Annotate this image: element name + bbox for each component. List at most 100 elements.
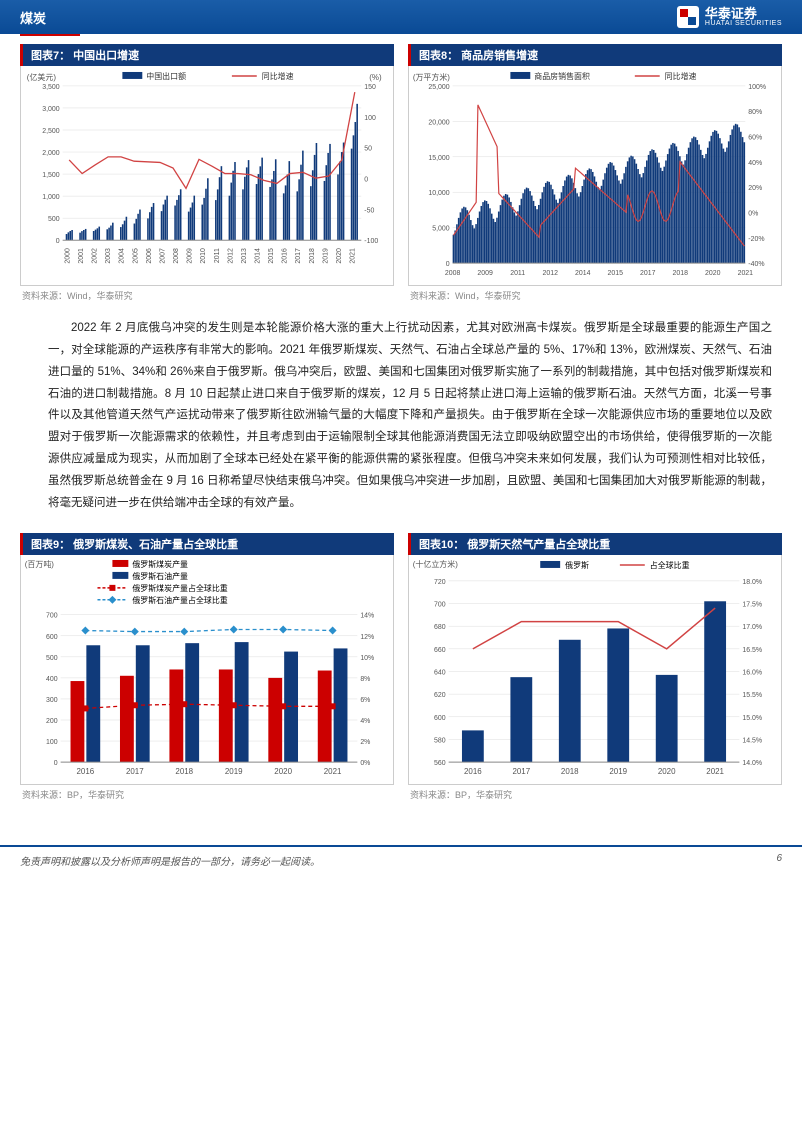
svg-text:2017: 2017 [640, 270, 656, 277]
svg-text:0: 0 [364, 176, 368, 183]
svg-text:2002: 2002 [92, 248, 99, 264]
svg-text:2015: 2015 [268, 248, 275, 264]
svg-text:同比增速: 同比增速 [262, 71, 294, 81]
svg-text:10%: 10% [360, 654, 374, 661]
logo-en: HUATAI SECURITIES [705, 20, 782, 27]
svg-text:2016: 2016 [77, 767, 95, 776]
svg-text:15,000: 15,000 [428, 155, 449, 162]
svg-text:14.0%: 14.0% [742, 760, 762, 767]
chart-9-svg: (百万吨) 俄罗斯煤炭产量俄罗斯石油产量俄罗斯煤炭产量占全球比重俄罗斯石油产量占全… [21, 555, 393, 784]
svg-text:600: 600 [46, 633, 58, 640]
svg-text:2015: 2015 [608, 270, 624, 277]
chart-7-source: 资料来源：Wind，华泰研究 [20, 286, 394, 302]
svg-text:俄罗斯石油产量: 俄罗斯石油产量 [132, 570, 188, 580]
svg-text:2009: 2009 [477, 270, 493, 277]
svg-text:同比增速: 同比增速 [665, 71, 697, 81]
section-title: 煤炭 [20, 8, 46, 27]
chart-8: 图表8： 商品房销售增速 商品房销售面积同比增速(万平方米)05,00010,0… [408, 44, 782, 302]
svg-text:俄罗斯煤炭产量: 俄罗斯煤炭产量 [132, 559, 188, 569]
svg-text:560: 560 [434, 760, 446, 767]
svg-text:0: 0 [446, 261, 450, 268]
svg-text:200: 200 [46, 718, 58, 725]
svg-text:2012: 2012 [227, 248, 234, 264]
page-footer: 免责声明和披露以及分析师声明是报告的一部分，请务必一起阅读。 6 [0, 845, 802, 880]
svg-text:占全球比重: 占全球比重 [650, 560, 690, 570]
svg-text:2007: 2007 [159, 248, 166, 264]
svg-text:16.5%: 16.5% [742, 646, 762, 653]
svg-text:2017: 2017 [512, 767, 530, 776]
chart-7: 图表7： 中国出口增速 中国出口额同比增速(亿美元)(%)05001,0001,… [20, 44, 394, 302]
svg-text:8%: 8% [360, 675, 370, 682]
svg-text:400: 400 [46, 675, 58, 682]
svg-text:20%: 20% [748, 185, 762, 192]
svg-text:0%: 0% [748, 210, 758, 217]
svg-text:60%: 60% [748, 135, 762, 142]
svg-text:2000: 2000 [64, 248, 71, 264]
chart-7-svg: 中国出口额同比增速(亿美元)(%)05001,0001,5002,0002,50… [21, 66, 393, 285]
svg-text:2013: 2013 [241, 248, 248, 264]
svg-text:2016: 2016 [464, 767, 482, 776]
page-number: 6 [776, 853, 782, 868]
chart-9: 图表9： 俄罗斯煤炭、石油产量占全球比重 (百万吨)俄罗斯煤炭产量俄罗斯石油产量… [20, 533, 394, 801]
brand-logo: 华泰证券 HUATAI SECURITIES [677, 6, 782, 28]
svg-text:2004: 2004 [119, 248, 126, 264]
svg-text:2021: 2021 [324, 767, 342, 776]
svg-text:2018: 2018 [673, 270, 689, 277]
svg-text:2019: 2019 [609, 767, 627, 776]
svg-text:2005: 2005 [132, 248, 139, 264]
svg-text:2020: 2020 [336, 248, 343, 264]
svg-text:14%: 14% [360, 612, 374, 619]
svg-text:中国出口额: 中国出口额 [146, 71, 186, 81]
svg-text:0: 0 [54, 760, 58, 767]
svg-text:-50: -50 [364, 207, 374, 214]
svg-text:1,500: 1,500 [42, 172, 60, 179]
svg-text:(百万吨): (百万吨) [25, 559, 55, 569]
svg-text:680: 680 [434, 624, 446, 631]
svg-text:640: 640 [434, 669, 446, 676]
svg-text:-40%: -40% [748, 261, 764, 268]
svg-text:俄罗斯煤炭产量占全球比重: 俄罗斯煤炭产量占全球比重 [132, 582, 227, 592]
svg-text:80%: 80% [748, 109, 762, 116]
chart-10-svg: (十亿立方米)俄罗斯占全球比重5605806006206406606807007… [409, 555, 781, 784]
chart-9-title: 图表9： 俄罗斯煤炭、石油产量占全球比重 [20, 533, 394, 555]
svg-text:2008: 2008 [445, 270, 461, 277]
svg-text:20,000: 20,000 [428, 119, 449, 126]
svg-text:100: 100 [46, 739, 58, 746]
svg-text:2008: 2008 [173, 248, 180, 264]
svg-text:150: 150 [364, 84, 376, 91]
chart-7-title: 图表7： 中国出口增速 [20, 44, 394, 66]
svg-text:2009: 2009 [187, 248, 194, 264]
svg-text:2011: 2011 [214, 248, 221, 263]
svg-text:2018: 2018 [309, 248, 316, 264]
svg-text:10,000: 10,000 [428, 190, 449, 197]
svg-text:17.5%: 17.5% [742, 601, 762, 608]
svg-text:40%: 40% [748, 160, 762, 167]
svg-text:620: 620 [434, 692, 446, 699]
svg-text:17.0%: 17.0% [742, 624, 762, 631]
header-band: 煤炭 华泰证券 HUATAI SECURITIES [0, 0, 802, 34]
svg-text:660: 660 [434, 646, 446, 653]
svg-text:700: 700 [46, 612, 58, 619]
svg-text:-20%: -20% [748, 236, 764, 243]
svg-text:俄罗斯石油产量占全球比重: 俄罗斯石油产量占全球比重 [132, 594, 227, 604]
svg-text:300: 300 [46, 697, 58, 704]
svg-text:2,500: 2,500 [42, 128, 60, 135]
svg-text:2021: 2021 [706, 767, 724, 776]
logo-mark-icon [677, 6, 699, 28]
svg-text:(亿美元): (亿美元) [27, 72, 57, 82]
svg-text:2014: 2014 [575, 270, 591, 277]
svg-text:6%: 6% [360, 697, 370, 704]
svg-text:500: 500 [46, 654, 58, 661]
svg-text:100: 100 [364, 115, 376, 122]
svg-text:1,000: 1,000 [42, 194, 60, 201]
svg-text:俄罗斯: 俄罗斯 [565, 560, 589, 570]
svg-text:700: 700 [434, 601, 446, 608]
svg-text:600: 600 [434, 714, 446, 721]
svg-text:2018: 2018 [561, 767, 579, 776]
svg-text:2019: 2019 [225, 767, 243, 776]
svg-text:16.0%: 16.0% [742, 669, 762, 676]
svg-text:15.0%: 15.0% [742, 714, 762, 721]
svg-text:2021: 2021 [738, 270, 754, 277]
svg-text:(万平方米): (万平方米) [413, 72, 450, 82]
svg-text:500: 500 [48, 216, 60, 223]
